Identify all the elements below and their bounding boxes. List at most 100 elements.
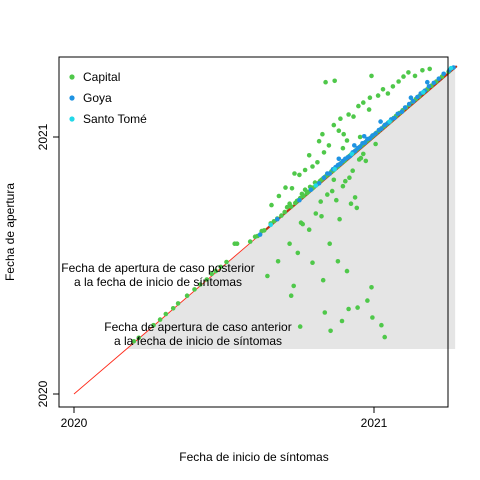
point-capital — [318, 199, 324, 204]
point-capital — [329, 188, 335, 194]
point-goya — [406, 101, 412, 107]
point-capital — [332, 78, 338, 84]
point-capital — [163, 311, 169, 317]
y-tick-label: 2021 — [36, 123, 50, 150]
point-goya — [336, 156, 342, 162]
point-capital — [284, 204, 290, 210]
point-goya — [431, 80, 437, 86]
point-capital — [197, 282, 203, 287]
legend-marker — [69, 116, 75, 122]
point-santo-tome — [313, 183, 319, 188]
legend-label: Santo Tomé — [83, 112, 147, 126]
point-goya — [436, 76, 442, 81]
point-goya — [275, 216, 280, 222]
point-goya — [321, 175, 327, 180]
legend-label: Goya — [83, 91, 112, 105]
point-capital — [328, 328, 333, 334]
point-capital — [175, 301, 181, 306]
point-capital — [300, 221, 306, 227]
point-santo-tome — [332, 167, 338, 172]
point-goya — [257, 232, 263, 237]
point-santo-tome — [268, 222, 274, 228]
point-capital — [265, 273, 270, 279]
point-capital — [170, 306, 176, 311]
point-capital — [351, 114, 356, 119]
point-santo-tome — [420, 89, 426, 95]
point-capital — [375, 93, 381, 98]
point-goya — [362, 140, 368, 145]
point-capital — [320, 277, 326, 283]
legend-marker — [69, 95, 75, 101]
point-capital — [420, 68, 425, 73]
y-axis-label: Fecha de apertura — [3, 183, 17, 281]
point-capital — [363, 158, 369, 164]
point-capital — [336, 128, 342, 133]
point-capital — [291, 283, 297, 289]
point-capital — [356, 103, 361, 109]
plot-frame — [58, 56, 449, 408]
point-capital — [151, 322, 156, 328]
point-santo-tome — [448, 65, 454, 71]
point-capital — [350, 168, 356, 173]
point-capital — [276, 193, 282, 199]
point-capital — [379, 322, 384, 328]
point-goya — [297, 197, 302, 203]
point-capital — [323, 79, 328, 85]
point-capital — [184, 293, 190, 299]
point-capital — [365, 298, 370, 303]
x-tick-label: 2021 — [361, 416, 388, 430]
point-capital — [427, 66, 433, 72]
point-capital — [302, 167, 308, 173]
point-goya — [399, 109, 405, 114]
point-capital — [269, 202, 274, 208]
point-capital — [412, 73, 418, 79]
point-capital — [370, 315, 375, 320]
annotation-before-line2: a la fecha de inicio de síntomas — [114, 334, 282, 348]
point-goya — [415, 94, 420, 100]
point-goya — [426, 84, 432, 89]
point-capital — [331, 122, 337, 128]
point-capital — [209, 271, 214, 277]
point-capital — [326, 143, 332, 148]
point-capital — [344, 138, 350, 143]
point-capital — [275, 259, 281, 264]
point-capital — [341, 131, 347, 137]
point-capital — [301, 193, 306, 199]
point-capital — [335, 259, 341, 264]
point-capital — [319, 214, 324, 219]
annotation-after-line1: Fecha de apertura de caso posterior — [61, 261, 254, 275]
axes: 2020 2021 2020 2021 — [36, 123, 388, 430]
point-capital — [213, 268, 219, 274]
point-capital — [271, 219, 277, 224]
point-capital — [340, 183, 346, 189]
point-santo-tome — [387, 119, 392, 124]
point-capital — [366, 107, 372, 112]
point-goya — [352, 143, 357, 148]
annotation-before: Fecha de apertura de caso anterior a la … — [104, 320, 291, 348]
point-capital — [310, 260, 315, 266]
point-capital — [261, 228, 267, 233]
legend-label: Capital — [83, 70, 120, 84]
point-capital — [337, 216, 342, 222]
point-capital — [358, 155, 364, 161]
point-capital — [347, 175, 352, 180]
point-capital — [310, 164, 315, 169]
x-axis-label: Fecha de inicio de síntomas — [179, 450, 328, 464]
point-capital — [306, 153, 312, 158]
annotation-after-line2: a la fecha de inicio de síntomas — [74, 275, 242, 289]
point-capital — [380, 87, 386, 92]
point-capital — [369, 73, 374, 79]
point-capital — [361, 151, 366, 157]
point-capital — [354, 205, 360, 211]
point-capital — [295, 250, 301, 256]
point-capital — [288, 204, 294, 209]
point-capital — [279, 213, 284, 218]
point-capital — [340, 145, 346, 151]
legend-marker — [69, 74, 75, 80]
point-goya — [357, 144, 363, 150]
point-goya — [316, 181, 322, 186]
point-capital — [157, 317, 163, 322]
point-capital — [297, 172, 302, 178]
point-capital — [406, 70, 411, 75]
